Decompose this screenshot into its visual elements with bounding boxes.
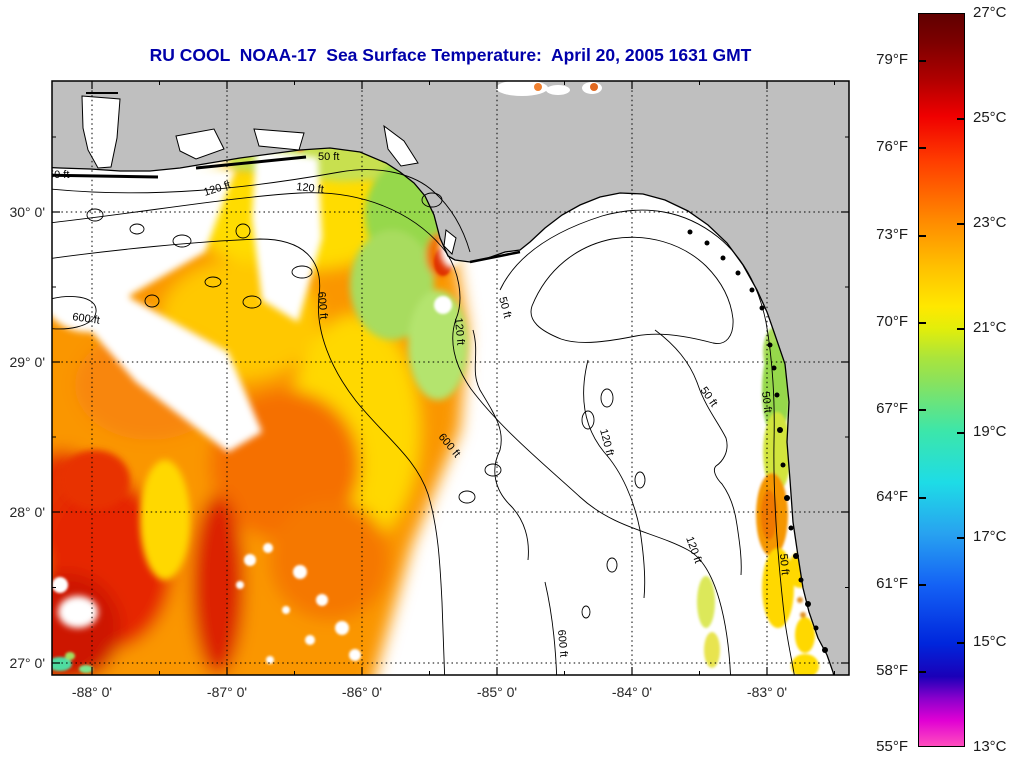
y-tick-label: 29° 0': [9, 354, 45, 370]
fahrenheit-label: 55°F: [876, 738, 908, 755]
fahrenheit-label: 58°F: [876, 662, 908, 680]
x-tick-label: -86° 0': [342, 684, 382, 700]
y-tick-label: 28° 0': [9, 504, 45, 520]
fahrenheit-label: 70°F: [876, 313, 908, 330]
fahrenheit-label: 76°F: [876, 138, 908, 156]
x-tick-label: -83° 0': [747, 684, 787, 700]
contour-depth-label: 600 ft: [555, 629, 569, 657]
colorbar-tick: [957, 642, 964, 645]
x-tick-label: -88° 0': [72, 684, 112, 700]
celsius-label: 25°C: [973, 108, 1007, 126]
colorbar-tick: [919, 584, 926, 587]
x-tick-label: -84° 0': [612, 684, 652, 700]
coastal-bays: [81, 95, 457, 255]
fahrenheit-label: 67°F: [876, 400, 908, 418]
contour-depth-label: 600 ft: [72, 311, 101, 327]
x-tick-label: -87° 0': [207, 684, 247, 700]
contour-depth-label: 50 ft: [496, 296, 513, 320]
contour-depth-label: 50 ft: [48, 169, 69, 181]
clouds-over-land: [496, 81, 602, 96]
plot-frame: [51, 80, 850, 676]
colorbar-tick: [957, 327, 964, 330]
land: [52, 81, 849, 675]
latlon-grid: [52, 81, 849, 675]
colorbar: [918, 13, 965, 747]
fahrenheit-label: 61°F: [876, 575, 908, 593]
x-tick-label: -85° 0': [477, 684, 517, 700]
barrier-islands: [52, 92, 521, 264]
y-tick-label: 27° 0': [9, 655, 45, 671]
depth-contours: [52, 169, 795, 675]
colorbar-tick: [919, 59, 926, 62]
celsius-label: 15°C: [973, 633, 1007, 651]
contour-depth-label: 50 ft: [759, 391, 774, 414]
contour-depth-label: 600 ft: [315, 291, 329, 319]
fahrenheit-label: 79°F: [876, 50, 908, 68]
celsius-label: 17°C: [973, 528, 1007, 546]
celsius-label: 19°C: [973, 423, 1007, 441]
colorbar-tick: [957, 537, 964, 540]
celsius-label: 13°C: [973, 738, 1007, 755]
colorbar-tick: [919, 671, 926, 674]
contour-depth-label: 120 ft: [452, 317, 466, 345]
colorbar-tick: [919, 147, 926, 150]
celsius-label: 21°C: [973, 318, 1007, 336]
colorbar-tick: [957, 432, 964, 435]
fahrenheit-label: 64°F: [876, 487, 908, 505]
contour-depth-label: 120 ft: [296, 181, 325, 196]
colorbar-tick: [919, 322, 926, 324]
colorbar-gradient: [919, 14, 964, 746]
celsius-label: 23°C: [973, 213, 1007, 231]
y-tick-label: 30° 0': [9, 204, 45, 220]
celsius-label: 27°C: [973, 4, 1007, 21]
axis-ticks: [52, 81, 849, 675]
colorbar-tick: [957, 222, 964, 225]
colorbar-tick: [919, 496, 926, 499]
axis-tick-labels: -88° 0' -87° 0' -86° 0' -85° 0' -84° 0' -83° …: [9, 204, 787, 700]
contour-depth-label: 50 ft: [318, 151, 339, 163]
colorbar-tick: [919, 234, 926, 237]
colorbar-tick: [957, 117, 964, 120]
cloud-mask: [52, 148, 527, 664]
coast-islets: [687, 229, 828, 653]
colorbar-tick: [919, 409, 926, 412]
fahrenheit-label: 73°F: [876, 225, 908, 243]
figure-title: RU COOL NOAA-17 Sea Surface Temperature:…: [149, 45, 752, 65]
contour-depth-label: 50 ft: [777, 553, 791, 575]
